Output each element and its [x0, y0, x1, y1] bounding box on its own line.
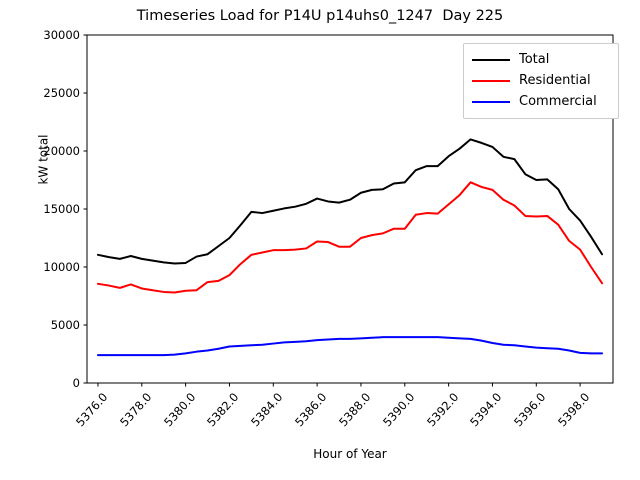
y-axis-label-wrapper: kW total [33, 100, 52, 220]
x-tick-label: 5378.0 [116, 390, 155, 430]
y-tick-label: 0 [72, 376, 80, 390]
y-axis-tick-labels: 0 5000 10000 15000 20000 25000 30000 [16, 0, 80, 480]
x-tick-label: 5394.0 [467, 390, 505, 430]
y-axis-label: kW total [36, 134, 51, 185]
x-tick-label: 5382.0 [204, 390, 242, 430]
series-line-commercial [96, 336, 604, 357]
x-axis-label: Hour of Year [313, 447, 387, 461]
x-tick-marks [97, 383, 581, 387]
y-tick-label: 20000 [43, 144, 80, 158]
y-tick-label: 15000 [43, 202, 80, 216]
x-tick-label: 5396.0 [511, 390, 549, 430]
y-tick-label: 5000 [50, 318, 80, 332]
x-tick-label: 5390.0 [379, 390, 418, 430]
x-tick-label: 5392.0 [423, 390, 462, 430]
x-tick-label: 5376.0 [73, 390, 111, 430]
legend-item-residential: Residential [470, 70, 612, 91]
legend-swatch-total [472, 58, 510, 61]
y-tick-marks [83, 34, 87, 384]
legend-swatch-commercial [472, 100, 510, 103]
series-line-residential [96, 181, 604, 294]
series-line-total [96, 138, 604, 265]
legend-item-total: Total [470, 49, 612, 70]
legend: Total Residential Commercial [463, 43, 619, 119]
legend-label-residential: Residential [519, 73, 591, 88]
x-tick-label: 5380.0 [160, 390, 199, 430]
y-tick-label: 25000 [43, 86, 80, 100]
legend-label-total: Total [519, 52, 550, 67]
chart-title: Timeseries Load for P14U p14uhs0_1247 Da… [136, 8, 504, 24]
x-tick-label: 5388.0 [336, 390, 374, 430]
y-tick-label: 30000 [43, 28, 80, 42]
y-tick-label: 10000 [43, 260, 80, 274]
x-tick-label: 5398.0 [555, 390, 593, 430]
series-lines [96, 138, 604, 357]
x-tick-label: 5386.0 [292, 390, 330, 430]
x-tick-label: 5384.0 [248, 390, 286, 430]
legend-label-commercial: Commercial [519, 94, 597, 109]
legend-swatch-residential [472, 79, 510, 82]
legend-item-commercial: Commercial [470, 91, 612, 112]
